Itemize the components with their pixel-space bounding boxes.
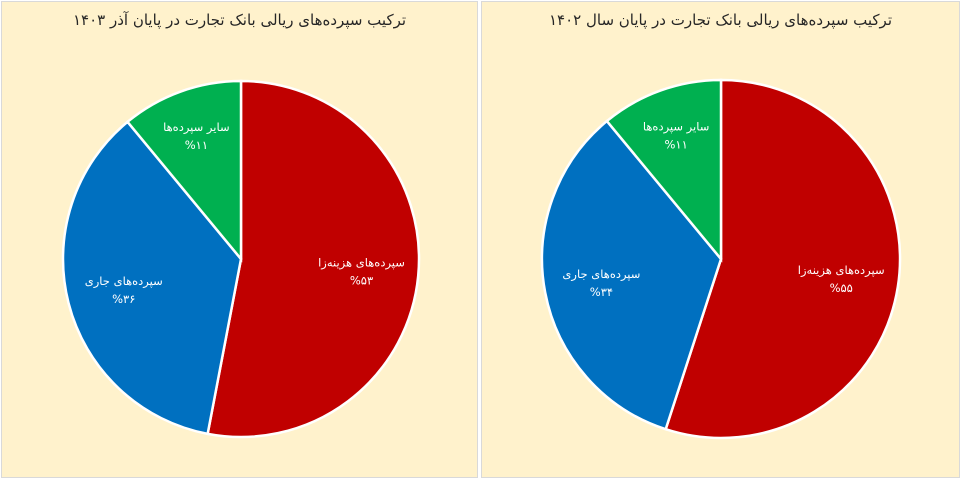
slice-label: سایر سپرده‌ها <box>163 120 230 135</box>
slice-hazineh-za <box>206 79 421 439</box>
slice-value-label: %۵۵ <box>830 281 853 295</box>
slice-label: سپرده‌های هزینه‌زا <box>318 255 405 270</box>
slice-value-label: %۱۱ <box>664 137 687 151</box>
slice-jari <box>61 120 243 436</box>
slice-value-label: %۵۳ <box>350 273 373 287</box>
slice-sayer <box>125 79 243 263</box>
slice-value-label: %۳۶ <box>112 292 135 306</box>
slice-label: سپرده‌های جاری <box>562 267 640 282</box>
slice-label: سپرده‌های جاری <box>85 274 163 289</box>
chart-panel-azar-1403: ترکیب سپرده‌های ریالی بانک تجارت در پایا… <box>1 1 478 478</box>
slice-value-label: %۳۴ <box>590 285 613 299</box>
pie-chart-azar-1403: سپرده‌های هزینه‌زا %۵۳ سپرده‌های جاری %۳۶ سا… <box>61 79 421 439</box>
slice-label: سایر سپرده‌ها <box>643 119 710 134</box>
slice-value-label: %۱۱ <box>185 138 208 152</box>
chart-title: ترکیب سپرده‌های ریالی بانک تجارت در پایا… <box>72 11 407 29</box>
slice-jari <box>540 119 723 431</box>
chart-panel-sal-1402: ترکیب سپرده‌های ریالی بانک تجارت در پایا… <box>481 1 960 478</box>
chart-title: ترکیب سپرده‌های ریالی بانک تجارت در پایا… <box>548 11 893 29</box>
slice-label: سپرده‌های هزینه‌زا <box>798 263 885 278</box>
slice-hazineh-za <box>664 78 902 440</box>
slice-sayer <box>605 78 723 263</box>
pie-chart-sal-1402: سپرده‌های هزینه‌زا %۵۵ سپرده‌های جاری %۳۴ سا… <box>540 78 902 440</box>
